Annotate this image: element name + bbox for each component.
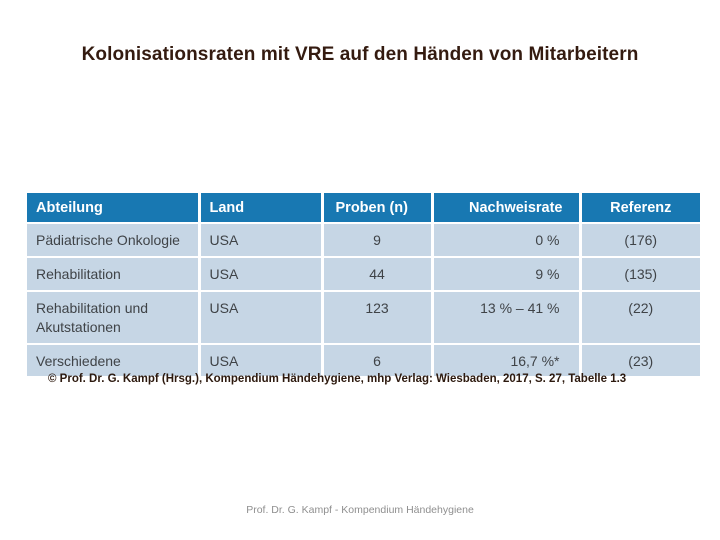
- column-header-referenz: Referenz: [580, 193, 700, 224]
- cell-nachweisrate: 13 % – 41 %: [432, 291, 582, 345]
- cell-proben: 9: [322, 223, 434, 258]
- slide-title: Kolonisationsraten mit VRE auf den Hände…: [81, 44, 639, 65]
- cell-referenz: (23): [580, 344, 700, 376]
- cell-referenz: (135): [580, 257, 700, 292]
- table-header-row: Abteilung Land Proben (n) Nachweisrate R…: [27, 193, 700, 224]
- cell-abteilung: Verschiedene: [27, 344, 201, 376]
- column-header-proben: Proben (n): [322, 193, 434, 224]
- cell-proben: 6: [322, 344, 434, 376]
- cell-proben: 123: [322, 291, 434, 345]
- table-row: Rehabilitation und Akutstationen USA 123…: [27, 291, 700, 345]
- cell-land: USA: [199, 257, 324, 292]
- source-citation: © Prof. Dr. G. Kampf (Hrsg.), Kompendium…: [48, 373, 627, 385]
- cell-referenz: (176): [580, 223, 700, 258]
- cell-land: USA: [199, 291, 324, 345]
- table-row: Pädiatrische Onkologie USA 9 0 % (176): [27, 223, 700, 258]
- cell-abteilung: Rehabilitation: [27, 257, 201, 292]
- cell-proben: 44: [322, 257, 434, 292]
- cell-land: USA: [199, 344, 324, 376]
- colonisation-rates-table: Abteilung Land Proben (n) Nachweisrate R…: [27, 193, 700, 376]
- cell-nachweisrate: 16,7 %*: [432, 344, 582, 376]
- cell-abteilung: Rehabilitation und Akutstationen: [27, 291, 201, 345]
- table-row: Verschiedene USA 6 16,7 %* (23): [27, 344, 700, 376]
- column-header-nachweisrate: Nachweisrate: [432, 193, 582, 224]
- cell-abteilung: Pädiatrische Onkologie: [27, 223, 201, 258]
- column-header-land: Land: [199, 193, 324, 224]
- cell-referenz: (22): [580, 291, 700, 345]
- column-header-abteilung: Abteilung: [27, 193, 201, 224]
- cell-nachweisrate: 9 %: [432, 257, 582, 292]
- cell-nachweisrate: 0 %: [432, 223, 582, 258]
- slide-footer: Prof. Dr. G. Kampf - Kompendium Händehyg…: [246, 504, 474, 516]
- table-row: Rehabilitation USA 44 9 % (135): [27, 257, 700, 292]
- cell-land: USA: [199, 223, 324, 258]
